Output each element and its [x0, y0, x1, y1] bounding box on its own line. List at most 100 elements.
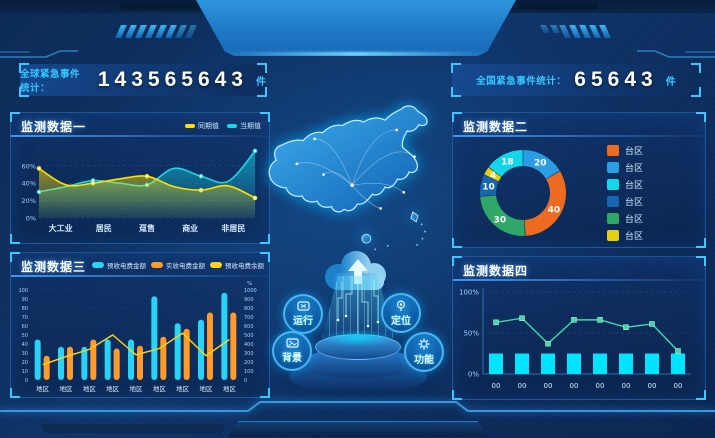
legend-item: 台区	[607, 195, 643, 208]
svg-text:18: 18	[501, 158, 514, 168]
svg-text:00: 00	[570, 382, 579, 390]
svg-text:20: 20	[22, 360, 28, 366]
svg-text:20%: 20%	[22, 197, 36, 205]
counter-label: 全球紧急事件统计：	[20, 69, 81, 94]
legend-item: 台区	[607, 161, 643, 174]
gear-icon	[418, 338, 430, 350]
legend-item: 台区	[607, 144, 643, 157]
svg-text:300: 300	[244, 351, 254, 357]
svg-text:趸售: 趸售	[138, 223, 155, 233]
counter-label: 全国紧急事件统计：	[476, 76, 567, 87]
panel-title: 监测数据一	[21, 120, 87, 134]
svg-text:00: 00	[492, 382, 501, 390]
map-arc-lines	[296, 129, 415, 209]
svg-text:地区: 地区	[36, 384, 50, 393]
svg-text:30: 30	[22, 351, 28, 357]
panel-monitor-4: 监测数据四 0% 50% 100% 00 00 00 00 00 00 00 00	[452, 256, 706, 400]
svg-text:200: 200	[244, 360, 254, 366]
svg-text:800: 800	[244, 306, 254, 312]
svg-text:地区: 地区	[200, 384, 214, 393]
svg-text:40: 40	[548, 205, 561, 215]
legend-item: 台区	[607, 229, 643, 242]
island-dots	[374, 223, 427, 251]
svg-text:40%: 40%	[22, 180, 36, 188]
svg-text:0%: 0%	[26, 215, 36, 223]
donut-chart: 20 40 30 10 4 18	[480, 150, 566, 236]
pedestal-glow	[322, 330, 394, 346]
panel-monitor-3: 监测数据三 预收电费金额 实收电费金额 预收电费余额 0 10 20 30 40 50 60…	[10, 252, 270, 398]
monitor-icon	[296, 301, 310, 311]
svg-text:100: 100	[18, 288, 28, 294]
line-chart: 0% 50% 100% 00 00 00 00 00 00 00 00	[459, 288, 691, 390]
svg-text:1000: 1000	[244, 288, 257, 294]
svg-text:00: 00	[648, 382, 657, 390]
panel-title: 监测数据四	[463, 264, 529, 278]
svg-text:00: 00	[622, 382, 631, 390]
national-emergency-counter: 全国紧急事件统计： 65643 件	[451, 63, 701, 97]
svg-text:60%: 60%	[22, 162, 36, 170]
svg-text:60: 60	[22, 324, 28, 330]
svg-text:00: 00	[518, 382, 527, 390]
legend-item: 台区	[607, 178, 643, 191]
counter-unit: 件	[665, 76, 676, 88]
panel-monitor-2: 监测数据二 20 40 30 10 4 18 台区 台区 台区 台区 台区 台区	[452, 112, 706, 248]
chevron-decoration-left	[0, 50, 78, 58]
svg-text:%: %	[247, 281, 252, 287]
panel-title: 监测数据三	[21, 260, 87, 274]
svg-text:地区: 地区	[153, 384, 167, 393]
svg-text:00: 00	[544, 382, 553, 390]
svg-text:大工业: 大工业	[49, 223, 73, 233]
svg-text:地区: 地区	[223, 384, 237, 393]
bar-chart-legend: 预收电费金额 实收电费金额 预收电费余额	[92, 260, 264, 270]
bar-chart: 0102030405060708090100010020030040050060…	[18, 281, 257, 393]
svg-text:00: 00	[596, 382, 605, 390]
legend-item: 台区	[607, 212, 643, 225]
svg-text:商业: 商业	[182, 223, 198, 233]
svg-text:100: 100	[244, 369, 254, 375]
svg-text:80: 80	[22, 306, 28, 312]
run-button[interactable]: 运行	[283, 294, 323, 334]
svg-text:600: 600	[244, 324, 254, 330]
circuit-lines	[336, 276, 380, 334]
locate-button[interactable]: 定位	[381, 293, 421, 333]
map-node-dots	[295, 128, 416, 210]
header-trapezoid	[196, 0, 516, 56]
function-button[interactable]: 功能	[404, 332, 444, 372]
counter-value: 143565643	[97, 68, 248, 91]
donut-legend: 台区 台区 台区 台区 台区 台区	[607, 144, 643, 242]
top-slot-left	[120, 3, 200, 10]
svg-text:0: 0	[244, 378, 247, 384]
target-icon	[396, 299, 406, 311]
svg-text:400: 400	[244, 342, 254, 348]
svg-text:50%: 50%	[463, 330, 479, 338]
counter-unit: 件	[256, 76, 266, 88]
svg-text:00: 00	[674, 382, 683, 390]
svg-text:4: 4	[490, 171, 496, 181]
svg-text:地区: 地区	[130, 384, 144, 393]
svg-text:10: 10	[22, 369, 28, 375]
svg-text:50: 50	[22, 333, 28, 339]
global-emergency-counter: 全球紧急事件统计： 143565643 件	[19, 63, 267, 97]
svg-text:地区: 地区	[83, 384, 97, 393]
image-icon	[285, 338, 299, 348]
header-stripes-right	[540, 25, 611, 38]
svg-text:10: 10	[482, 183, 495, 193]
svg-text:100%: 100%	[459, 289, 479, 297]
china-map	[268, 105, 428, 251]
svg-text:非居民: 非居民	[221, 223, 245, 233]
background-button[interactable]: 背景	[272, 331, 312, 371]
svg-text:70: 70	[22, 315, 28, 321]
top-slot-right	[518, 3, 598, 10]
header-stripes-left	[115, 25, 197, 38]
area-chart-legend: 同期值 当期值	[185, 121, 261, 131]
svg-text:居民: 居民	[96, 224, 112, 233]
area-chart: 0% 20% 40% 60% 大工业 居民 趸售 商业 非居民	[22, 144, 258, 233]
svg-text:30: 30	[494, 215, 507, 225]
footer-side-left	[40, 424, 226, 433]
footer-center-plate	[228, 421, 488, 437]
svg-text:500: 500	[244, 333, 254, 339]
counter-value: 65643	[574, 68, 658, 91]
panel-title: 监测数据二	[463, 120, 529, 134]
svg-text:900: 900	[244, 297, 254, 303]
svg-text:0: 0	[25, 378, 28, 384]
